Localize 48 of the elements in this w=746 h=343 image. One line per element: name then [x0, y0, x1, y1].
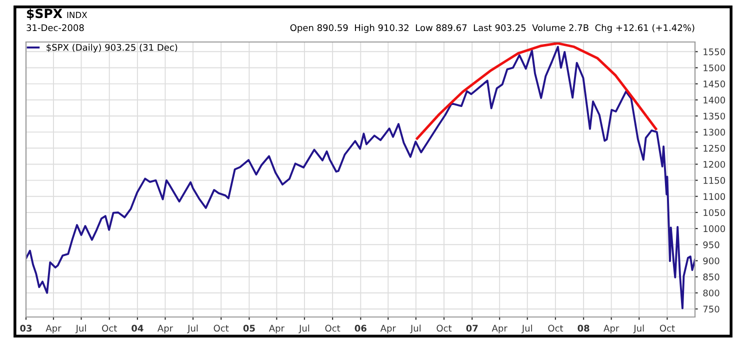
y-tick-label: 1400 [704, 96, 726, 104]
x-tick-label: Jul [298, 324, 310, 334]
x-tick-label: Apr [157, 324, 174, 334]
y-tick-label: 1350 [704, 112, 726, 120]
x-tick-label: Apr [604, 324, 620, 334]
y-tick-label: 850 [703, 274, 720, 280]
x-tick-label: Jul [521, 324, 532, 334]
x-tick-label: Oct [436, 324, 452, 332]
y-tick-label: 750 [703, 306, 720, 313]
x-tick-label: Jul [75, 324, 86, 334]
x-tick-label: Apr [492, 324, 508, 334]
x-tick-label: Oct [660, 324, 675, 332]
x-tick-label: Jul [410, 324, 421, 334]
y-tick-label: 1200 [704, 160, 726, 168]
x-tick-label: 07 [466, 324, 478, 332]
y-tick-label: 950 [703, 241, 720, 248]
x-tick-label: Oct [102, 324, 117, 332]
chart-subtitle: 31-Dec-2008 [26, 24, 84, 32]
x-tick-label: 06 [354, 324, 366, 332]
x-tick-label: 08 [578, 324, 590, 332]
text: Open 890.59 High 910.32 Low 889.67 Last 903.25 Volume 2.7B Chg +12.61 (+1.42%) [290, 24, 694, 33]
y-tick-label: 1000 [704, 225, 726, 232]
y-tick-label: 1300 [704, 128, 726, 136]
y-tick-label: 1250 [704, 144, 726, 152]
text: INDX [67, 12, 88, 18]
chart-title: $SPX [26, 8, 62, 20]
y-tick-label: 1150 [704, 177, 726, 184]
x-tick-label: Oct [325, 324, 340, 332]
y-tick-label: 1050 [704, 209, 726, 216]
line-series [26, 46, 695, 310]
x-tick-label: Oct [548, 324, 564, 332]
x-tick-label: Jul [633, 324, 644, 334]
x-tick-label: Apr [380, 324, 396, 334]
legend-label: $SPX (Daily) 903.25 (31 Dec) [46, 44, 178, 53]
x-tick-label: Apr [46, 324, 62, 334]
y-tick-label: 800 [703, 290, 720, 296]
x-tick-label: Apr [268, 324, 284, 334]
y-tick-label: 1450 [704, 80, 726, 88]
x-tick-label: Oct [214, 324, 229, 332]
x-tick-label: 04 [132, 324, 144, 332]
x-tick-label: 03 [20, 324, 32, 332]
y-tick-label: 900 [703, 257, 720, 264]
line-series [416, 42, 658, 140]
y-tick-label: 1100 [704, 193, 726, 200]
x-tick-label: 05 [243, 324, 255, 332]
y-tick-label: 1550 [704, 48, 726, 56]
x-tick-label: Jul [187, 324, 198, 334]
y-tick-label: 1500 [704, 64, 726, 72]
